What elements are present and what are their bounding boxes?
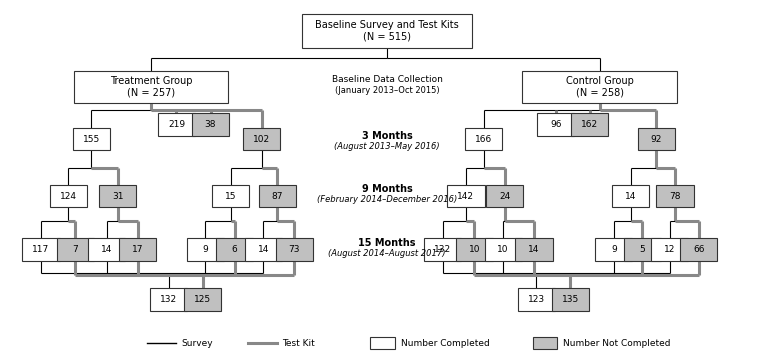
FancyBboxPatch shape	[515, 238, 553, 261]
FancyBboxPatch shape	[216, 238, 253, 261]
Text: Treatment Group
(N = 257): Treatment Group (N = 257)	[110, 76, 192, 98]
FancyBboxPatch shape	[370, 337, 395, 349]
FancyBboxPatch shape	[624, 238, 661, 261]
Text: 162: 162	[581, 120, 598, 129]
Text: 6: 6	[231, 245, 238, 254]
Text: Baseline Data Collection: Baseline Data Collection	[331, 75, 443, 83]
FancyBboxPatch shape	[447, 185, 485, 207]
Text: 87: 87	[272, 192, 283, 200]
FancyBboxPatch shape	[552, 288, 589, 311]
Text: 92: 92	[651, 135, 662, 143]
Text: 15 Months: 15 Months	[358, 238, 416, 248]
FancyBboxPatch shape	[50, 185, 87, 207]
Text: 66: 66	[694, 245, 704, 254]
Text: 96: 96	[550, 120, 561, 129]
Text: 78: 78	[670, 192, 680, 200]
FancyBboxPatch shape	[302, 13, 472, 48]
FancyBboxPatch shape	[243, 128, 280, 150]
Text: 9 Months: 9 Months	[361, 184, 413, 195]
Text: 14: 14	[258, 245, 269, 254]
Text: 123: 123	[528, 295, 545, 304]
Text: 12: 12	[664, 245, 675, 254]
FancyBboxPatch shape	[245, 238, 282, 261]
Text: 14: 14	[529, 245, 539, 254]
Text: Baseline Survey and Test Kits
(N = 515): Baseline Survey and Test Kits (N = 515)	[315, 20, 459, 42]
FancyBboxPatch shape	[486, 185, 523, 207]
FancyBboxPatch shape	[74, 71, 228, 103]
FancyBboxPatch shape	[73, 128, 110, 150]
Text: 73: 73	[289, 245, 300, 254]
FancyBboxPatch shape	[424, 238, 461, 261]
FancyBboxPatch shape	[638, 128, 675, 150]
Text: 14: 14	[101, 245, 112, 254]
Text: (August 2013–May 2016): (August 2013–May 2016)	[334, 142, 440, 151]
Text: 132: 132	[434, 245, 451, 254]
FancyBboxPatch shape	[22, 238, 60, 261]
Text: 3 Months: 3 Months	[361, 131, 413, 141]
FancyBboxPatch shape	[212, 185, 249, 207]
Text: 117: 117	[33, 245, 50, 254]
FancyBboxPatch shape	[571, 113, 608, 136]
FancyBboxPatch shape	[518, 288, 555, 311]
FancyBboxPatch shape	[533, 337, 557, 349]
Text: Control Group
(N = 258): Control Group (N = 258)	[566, 76, 634, 98]
FancyBboxPatch shape	[88, 238, 125, 261]
Text: 9: 9	[202, 245, 208, 254]
FancyBboxPatch shape	[537, 113, 574, 136]
Text: 17: 17	[132, 245, 143, 254]
FancyBboxPatch shape	[99, 185, 136, 207]
FancyBboxPatch shape	[456, 238, 493, 261]
Text: Test Kit: Test Kit	[282, 339, 314, 347]
Text: 166: 166	[475, 135, 492, 143]
FancyBboxPatch shape	[57, 238, 94, 261]
Text: (January 2013–Oct 2015): (January 2013–Oct 2015)	[334, 86, 440, 94]
Text: 15: 15	[225, 192, 236, 200]
Text: 219: 219	[168, 120, 185, 129]
Text: 142: 142	[457, 192, 474, 200]
Text: (August 2014–August 2017): (August 2014–August 2017)	[328, 249, 446, 257]
Text: (February 2014–December 2016): (February 2014–December 2016)	[317, 195, 457, 204]
Text: Number Not Completed: Number Not Completed	[563, 339, 671, 347]
FancyBboxPatch shape	[192, 113, 229, 136]
FancyBboxPatch shape	[522, 71, 677, 103]
Text: 9: 9	[611, 245, 617, 254]
Text: 125: 125	[194, 295, 211, 304]
FancyBboxPatch shape	[187, 238, 224, 261]
FancyBboxPatch shape	[150, 288, 187, 311]
Text: 5: 5	[639, 245, 646, 254]
Text: 14: 14	[625, 192, 636, 200]
FancyBboxPatch shape	[465, 128, 502, 150]
FancyBboxPatch shape	[276, 238, 313, 261]
FancyBboxPatch shape	[612, 185, 649, 207]
FancyBboxPatch shape	[680, 238, 717, 261]
FancyBboxPatch shape	[158, 113, 195, 136]
Text: 31: 31	[112, 192, 123, 200]
Text: 135: 135	[562, 295, 579, 304]
FancyBboxPatch shape	[651, 238, 688, 261]
FancyBboxPatch shape	[485, 238, 522, 261]
FancyBboxPatch shape	[656, 185, 694, 207]
Text: Survey: Survey	[181, 339, 213, 347]
FancyBboxPatch shape	[119, 238, 156, 261]
Text: 7: 7	[72, 245, 78, 254]
FancyBboxPatch shape	[184, 288, 221, 311]
FancyBboxPatch shape	[595, 238, 632, 261]
Text: 38: 38	[205, 120, 216, 129]
Text: 10: 10	[498, 245, 509, 254]
FancyBboxPatch shape	[259, 185, 296, 207]
Text: 102: 102	[253, 135, 270, 143]
Text: 10: 10	[469, 245, 480, 254]
Text: 132: 132	[160, 295, 177, 304]
Text: 124: 124	[60, 192, 77, 200]
Text: Number Completed: Number Completed	[401, 339, 490, 347]
Text: 155: 155	[83, 135, 100, 143]
Text: 24: 24	[499, 192, 510, 200]
